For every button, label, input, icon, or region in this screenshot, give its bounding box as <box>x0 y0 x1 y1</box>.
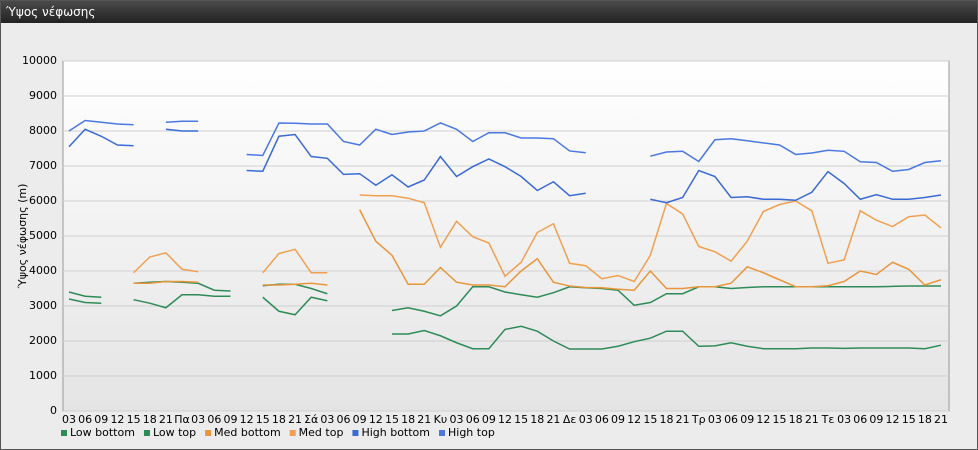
x-tick-label: 12 <box>756 413 770 426</box>
legend-swatch <box>61 430 67 436</box>
x-tick-label: Τρ <box>691 413 706 426</box>
x-tick-label: Δε <box>563 413 577 426</box>
x-tick-label: 18 <box>272 413 286 426</box>
chart: Ύψος νέφωσης (m) 0 1000 2000 3000 4000 5000 60… <box>16 54 950 439</box>
x-tick-label: 15 <box>385 413 399 426</box>
x-tick-label: 18 <box>143 413 157 426</box>
x-tick-label: 21 <box>159 413 173 426</box>
x-tick-label: 06 <box>853 413 867 426</box>
x-tick-label: 21 <box>934 413 948 426</box>
x-tick-label: 09 <box>482 413 496 426</box>
x-tick-label: Σά <box>304 413 318 426</box>
x-tick-label: 21 <box>805 413 819 426</box>
x-tick-label: 06 <box>78 413 92 426</box>
line-series <box>133 209 942 292</box>
legend-swatch <box>289 430 296 436</box>
x-tick-label: 18 <box>401 413 415 426</box>
x-tick-label: 09 <box>223 413 237 426</box>
y-tick-label: 5000 <box>29 229 57 242</box>
legend-swatch <box>352 430 359 436</box>
y-tick-label: 6000 <box>29 194 57 207</box>
y-axis-label: Ύψος νέφωσης (m) <box>16 184 29 290</box>
legend-swatch <box>439 430 445 436</box>
line-series <box>68 119 942 173</box>
y-tick-label: 0 <box>50 404 57 417</box>
x-tick-label: 03 <box>450 413 464 426</box>
x-tick-label: 06 <box>207 413 221 426</box>
x-tick-label: 12 <box>498 413 512 426</box>
x-tick-label: 15 <box>256 413 270 426</box>
legend-label: Low bottom <box>70 426 135 439</box>
title-bar: Ύψος νέφωσης <box>1 1 977 23</box>
legend-label: Low top <box>153 426 196 439</box>
x-tick-label: 12 <box>110 413 124 426</box>
x-tick-label: 12 <box>369 413 383 426</box>
y-tick-label: 9000 <box>29 89 57 102</box>
x-tick-label: 03 <box>62 413 76 426</box>
x-tick-label: 03 <box>837 413 851 426</box>
x-tick-label: 15 <box>643 413 657 426</box>
x-tick-label: 18 <box>918 413 932 426</box>
x-tick-label: Πα <box>174 413 190 426</box>
x-tick-label: 03 <box>579 413 593 426</box>
x-tick-label: 03 <box>191 413 205 426</box>
legend-label: Med bottom <box>214 426 281 439</box>
x-tick-label: 06 <box>595 413 609 426</box>
y-tick-label: 1000 <box>29 369 57 382</box>
y-tick-label: 4000 <box>29 264 57 277</box>
x-tick-label: 15 <box>127 413 141 426</box>
x-tick-label: 09 <box>611 413 625 426</box>
y-tick-label: 3000 <box>29 299 57 312</box>
line-series <box>68 128 942 204</box>
x-tick-label: 09 <box>740 413 754 426</box>
x-tick-label: 18 <box>659 413 673 426</box>
legend-label: High top <box>448 426 495 439</box>
x-tick-label: 21 <box>676 413 690 426</box>
x-tick-label: 06 <box>337 413 351 426</box>
x-tick-label: 06 <box>724 413 738 426</box>
x-tick-label: 18 <box>530 413 544 426</box>
x-tick-label: 12 <box>627 413 641 426</box>
line-series <box>133 194 942 283</box>
x-tick-label: 12 <box>886 413 900 426</box>
x-tick-label: 15 <box>773 413 787 426</box>
x-tick-label: 15 <box>514 413 528 426</box>
line-series <box>68 294 942 350</box>
y-tick-label: 8000 <box>29 124 57 137</box>
x-tick-label: 18 <box>789 413 803 426</box>
y-tick-label: 10000 <box>22 54 57 67</box>
legend-label: High bottom <box>361 426 430 439</box>
x-tick-label: 03 <box>708 413 722 426</box>
x-tick-label: 09 <box>869 413 883 426</box>
x-tick-label: 09 <box>94 413 108 426</box>
y-tick-label: 2000 <box>29 334 57 347</box>
x-tick-label: Κυ <box>434 413 448 426</box>
legend-swatch <box>205 430 212 436</box>
x-tick-label: 09 <box>353 413 367 426</box>
legend-swatch <box>143 430 150 436</box>
x-tick-label: Τε <box>821 413 835 426</box>
x-tick-label: 21 <box>546 413 560 426</box>
x-tick-label: 21 <box>288 413 302 426</box>
x-tick-label: 15 <box>902 413 916 426</box>
x-tick-label: 12 <box>240 413 254 426</box>
legend-label: Med top <box>299 426 344 439</box>
x-tick-label: 21 <box>417 413 431 426</box>
x-tick-label: 03 <box>320 413 334 426</box>
x-tick-label: 06 <box>466 413 480 426</box>
y-tick-label: 7000 <box>29 159 57 172</box>
